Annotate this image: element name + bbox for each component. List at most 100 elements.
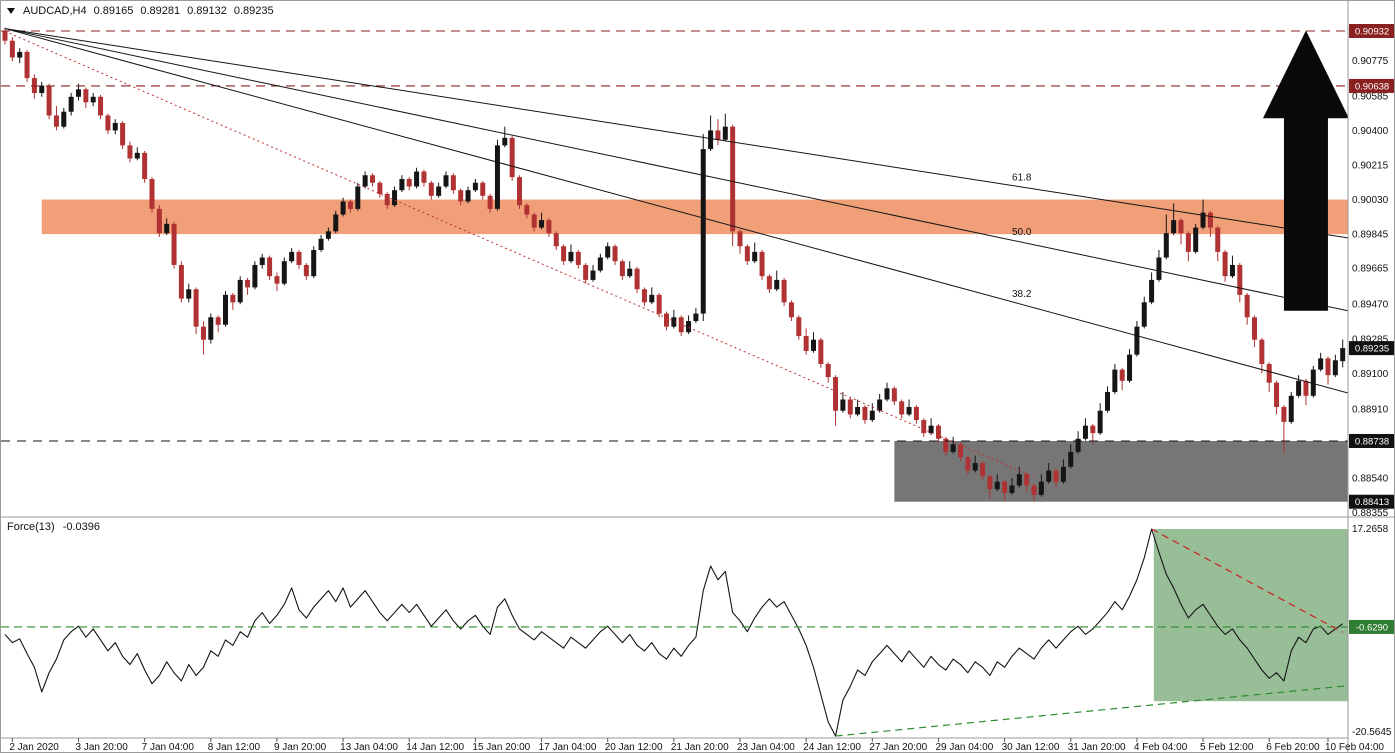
candle-body	[1185, 233, 1191, 252]
time-axis-label: 27 Jan 20:00	[869, 742, 927, 753]
fib-fan-line[interactable]	[4, 28, 1348, 394]
candle-body	[24, 51, 30, 79]
candle-body	[1141, 302, 1147, 327]
candle-body	[1046, 470, 1052, 482]
candle-body	[333, 214, 339, 232]
candle-body	[458, 190, 464, 202]
price-axis-label: 0.88355	[1352, 508, 1389, 519]
price-tag-label: 0.88738	[1355, 436, 1389, 447]
candle-body	[53, 115, 59, 127]
candle-body	[347, 201, 353, 209]
indicator-axis-min: -20.5645	[1352, 727, 1392, 738]
candle-body	[788, 302, 794, 318]
chart-title: AUDCAD,H4 0.89165 0.89281 0.89132 0.8923…	[7, 5, 274, 17]
candle-body	[1127, 354, 1133, 381]
price-axis-label: 0.88910	[1352, 404, 1389, 415]
time-axis-label: 31 Jan 20:00	[1068, 742, 1126, 753]
candle-body	[539, 220, 545, 228]
fib-fan-line[interactable]	[4, 28, 1348, 312]
candle-body	[869, 410, 875, 421]
candle-body	[230, 294, 236, 303]
candle-body	[921, 420, 927, 434]
candle-body	[76, 89, 81, 97]
candle-body	[1200, 212, 1206, 228]
candle-body	[134, 152, 140, 159]
time-axis-label: 2 Jan 2020	[9, 742, 59, 753]
time-axis-label: 13 Jan 04:00	[340, 742, 398, 753]
candle-body	[825, 364, 831, 378]
price-tag	[1349, 24, 1394, 38]
price-tag-label: 0.90638	[1355, 81, 1389, 92]
price-axis-label: 0.90775	[1352, 56, 1389, 67]
candle-body	[1090, 425, 1096, 434]
candle-body	[252, 264, 258, 288]
candle-body	[634, 268, 640, 290]
candle-body	[730, 126, 736, 232]
candle-body	[480, 182, 486, 196]
candle-body	[1105, 392, 1110, 411]
fib-fan-line[interactable]	[4, 28, 1348, 239]
candle-body	[450, 175, 456, 191]
candle-body	[1163, 233, 1169, 258]
candle-body	[83, 89, 89, 103]
dotted-trendline[interactable]	[4, 30, 1035, 478]
indicator-green-trendline[interactable]	[835, 685, 1358, 737]
candle-body	[818, 339, 824, 365]
candle-body	[1325, 358, 1331, 376]
candle-body	[472, 182, 478, 191]
candle-body	[553, 233, 559, 247]
candle-body	[421, 171, 427, 183]
price-axis-label: 0.90585	[1352, 91, 1389, 102]
candle-body	[583, 264, 589, 280]
supply-zone[interactable]	[41, 199, 1350, 235]
candle-body	[568, 251, 574, 262]
divergence-zone[interactable]	[1153, 529, 1358, 702]
candle-body	[744, 246, 750, 262]
time-axis-label: 7 Jan 04:00	[142, 742, 195, 753]
candle-body	[1274, 382, 1280, 407]
candle-body	[289, 251, 295, 262]
price-axis-label: 0.90400	[1352, 126, 1389, 137]
candle-body	[1207, 212, 1213, 228]
dropdown-triangle-icon[interactable]	[7, 8, 15, 14]
candle-body	[237, 279, 243, 303]
price-tag	[1349, 78, 1394, 93]
candles	[2, 27, 1346, 502]
demand-zone[interactable]	[894, 440, 1350, 502]
candle-body	[686, 321, 692, 333]
price-tag	[1349, 341, 1394, 356]
candle-body	[1060, 466, 1066, 482]
candle-body	[693, 313, 699, 322]
candle-body	[494, 145, 500, 209]
price-axis-label: 0.90215	[1352, 160, 1389, 171]
candle-body	[1193, 227, 1199, 252]
candle-body	[178, 264, 184, 299]
price-axis-label: 0.89665	[1352, 263, 1389, 274]
price-axis-label: 0.89470	[1352, 300, 1389, 311]
time-axis-label: 5 Feb 12:00	[1200, 742, 1254, 753]
candle-body	[1016, 474, 1022, 486]
candle-body	[142, 152, 148, 180]
candle-body	[950, 444, 956, 452]
candle-body	[811, 339, 816, 351]
candle-body	[803, 335, 809, 351]
indicator-value: -0.0396	[62, 521, 100, 533]
candle-body	[17, 51, 23, 58]
main-panel[interactable]: 61.8 50.0 38.2	[1, 27, 1350, 502]
candle-body	[318, 238, 324, 251]
price-tag	[1349, 494, 1394, 509]
candle-body	[414, 171, 420, 187]
candle-body	[671, 317, 677, 327]
candle-body	[627, 268, 633, 277]
price-tag-label: 0.90932	[1355, 27, 1389, 38]
candle-body	[899, 401, 905, 415]
candle-body	[1303, 380, 1309, 396]
up-arrow-annotation[interactable]	[1262, 30, 1349, 311]
indicator-panel[interactable]	[1, 528, 1358, 737]
candle-body	[200, 326, 206, 340]
indicator-red-trendline[interactable]	[1151, 528, 1343, 633]
candle-body	[1259, 339, 1265, 365]
quote-open: 0.89165	[93, 5, 134, 17]
